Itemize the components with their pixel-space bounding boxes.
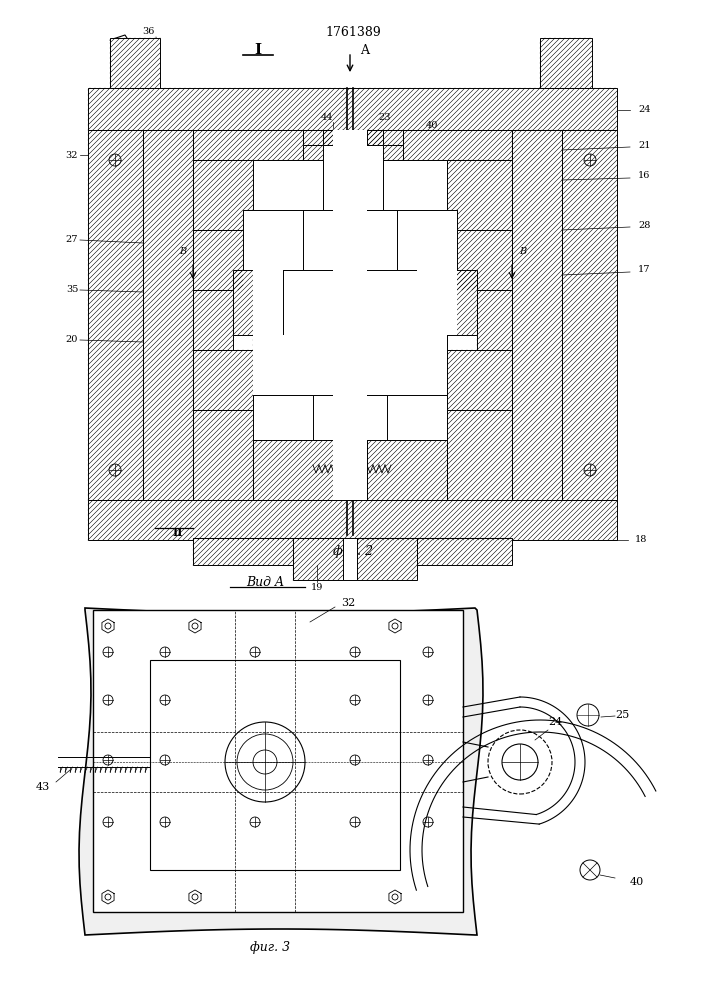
Text: 44: 44 (321, 113, 333, 122)
Bar (387, 335, 447, 395)
Bar (193, 160, 253, 230)
Bar (253, 335, 447, 395)
Bar (353, 145, 403, 190)
Bar (253, 270, 283, 335)
Polygon shape (540, 40, 590, 88)
Text: I: I (255, 43, 262, 57)
Bar (243, 210, 303, 270)
Bar (403, 130, 512, 160)
Text: II: II (173, 526, 183, 538)
Bar (417, 270, 477, 335)
Bar (540, 38, 592, 88)
Bar (93, 610, 463, 912)
Bar (233, 270, 283, 335)
Text: 1761389: 1761389 (325, 25, 381, 38)
Bar (88, 88, 617, 130)
Bar (447, 160, 512, 230)
Text: 32: 32 (341, 598, 355, 608)
Bar (303, 160, 397, 210)
Text: 17: 17 (638, 265, 650, 274)
Bar (253, 160, 323, 210)
Text: A: A (360, 43, 369, 56)
Bar (313, 395, 387, 440)
Bar (283, 270, 417, 335)
Bar (193, 130, 303, 160)
Text: 28: 28 (638, 221, 650, 230)
Bar (253, 160, 323, 210)
Text: 24: 24 (548, 717, 562, 727)
Text: 24: 24 (638, 105, 650, 114)
Bar (253, 335, 313, 395)
Text: 21: 21 (638, 140, 650, 149)
Bar (110, 38, 160, 88)
Text: 35: 35 (66, 286, 78, 294)
Text: 36: 36 (142, 27, 154, 36)
Bar (253, 395, 447, 440)
Bar (357, 538, 417, 580)
Text: Вид A: Вид A (246, 576, 284, 588)
Bar (193, 538, 293, 565)
Text: B: B (520, 247, 527, 256)
Bar (367, 440, 447, 500)
Bar (253, 440, 333, 500)
Bar (193, 350, 253, 410)
Text: 40: 40 (426, 120, 438, 129)
Text: 25: 25 (615, 710, 629, 720)
Text: 18: 18 (635, 536, 648, 544)
Bar (243, 210, 303, 270)
Bar (477, 290, 512, 350)
Bar (303, 145, 353, 190)
Bar (457, 230, 512, 290)
Bar (293, 538, 343, 580)
Text: фиг. 3: фиг. 3 (250, 942, 290, 954)
Text: B: B (180, 247, 187, 256)
Bar (88, 130, 143, 500)
Bar (562, 130, 617, 500)
Text: 32: 32 (66, 150, 78, 159)
Bar (323, 145, 383, 210)
Bar (88, 500, 617, 540)
Polygon shape (79, 608, 483, 935)
Bar (397, 210, 457, 270)
Bar (343, 538, 357, 580)
Bar (150, 660, 400, 870)
Text: 19: 19 (311, 584, 323, 592)
Bar (417, 538, 512, 565)
Bar (383, 160, 447, 210)
Text: 16: 16 (638, 170, 650, 180)
Text: 27: 27 (66, 235, 78, 244)
Bar (397, 210, 457, 270)
Bar (417, 270, 457, 335)
Bar (447, 410, 512, 500)
Text: 43: 43 (36, 782, 50, 792)
Bar (143, 130, 193, 500)
Text: фиг. 2: фиг. 2 (333, 546, 373, 558)
Bar (193, 410, 253, 500)
Bar (333, 130, 367, 500)
Text: 40: 40 (630, 877, 644, 887)
Bar (303, 210, 397, 270)
Bar (193, 290, 233, 350)
Bar (193, 230, 243, 290)
Bar (383, 160, 447, 210)
Polygon shape (110, 35, 160, 88)
Text: 20: 20 (66, 336, 78, 344)
Bar (447, 350, 512, 410)
Bar (512, 130, 562, 500)
Bar (303, 130, 403, 145)
Bar (323, 130, 383, 145)
Text: 23: 23 (379, 113, 391, 122)
